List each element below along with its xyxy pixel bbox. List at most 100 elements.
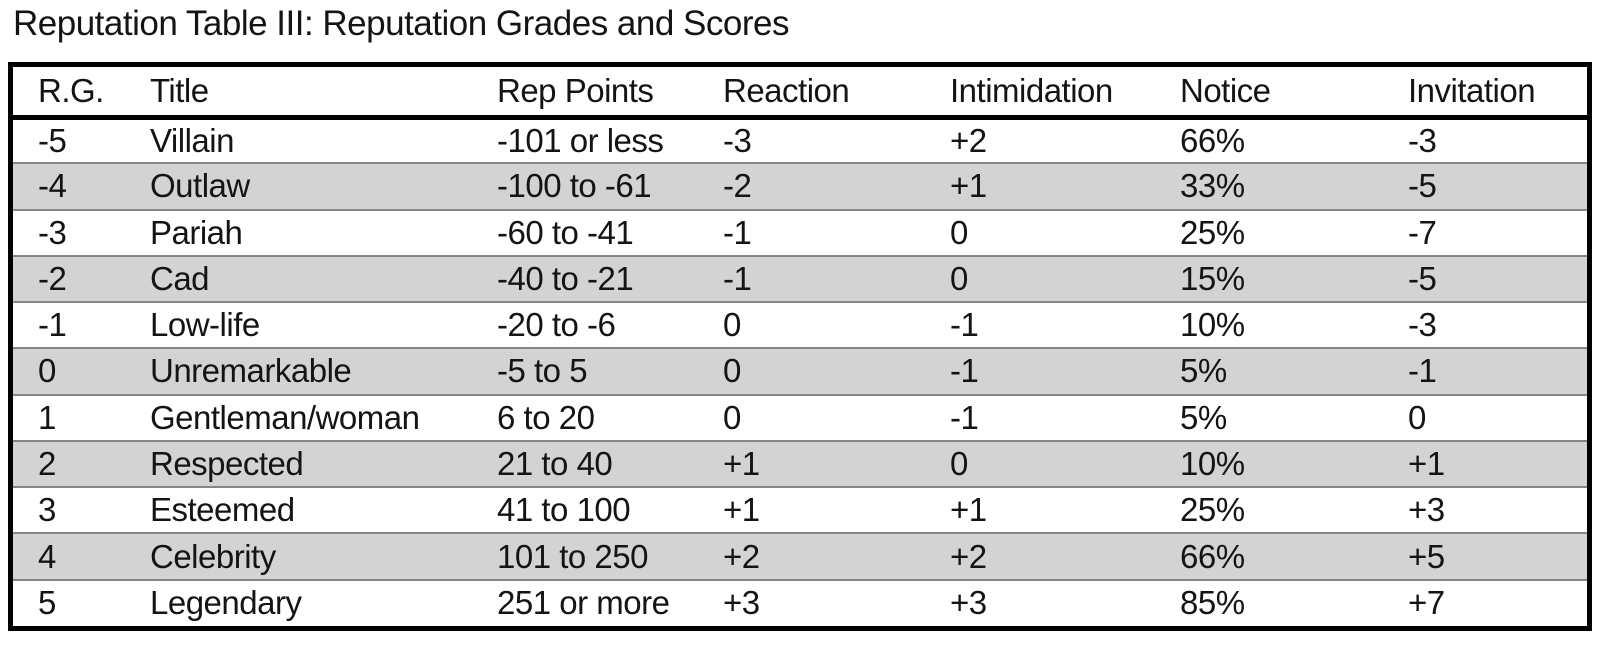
header-cell: Title [150, 67, 497, 120]
table-cell: +1 [950, 486, 1180, 534]
table-cell: 4 [13, 532, 150, 580]
table-row: -3 Pariah -60 to -41 -1 0 25% -7 [13, 208, 1587, 256]
header-cell: Invitation [1408, 67, 1587, 120]
table-cell: 21 to 40 [497, 439, 723, 488]
table-row: -5 Villain -101 or less -3 +2 66% -3 [13, 117, 1587, 163]
table-cell: Villain [150, 121, 234, 159]
table-cell: Respected [150, 439, 497, 488]
table-body: -5 Villain -101 or less -3 +2 66% -3 -4 Outlaw -1… [13, 117, 1587, 626]
table-cell: -3 [13, 208, 150, 256]
table-cell: -4 [13, 162, 150, 210]
table-row: 0 Unremarkable -5 to 5 0 -1 5% -1 [13, 347, 1587, 395]
table-cell: 0 [723, 347, 950, 395]
table-cell: +3 [1408, 486, 1587, 534]
table-cell: -1 [950, 393, 1180, 441]
table-cell: Celebrity [150, 532, 497, 580]
reputation-table: R.G. Title Rep Points Reaction Intimidation N… [13, 67, 1587, 626]
reputation-table-frame: R.G. Title Rep Points Reaction Intimidation N… [8, 62, 1592, 631]
table-cell: 66% [1180, 532, 1408, 580]
table-cell: -3 [1408, 301, 1587, 349]
table-cell: -1 [950, 301, 1180, 349]
table-cell: -5 [1408, 162, 1587, 210]
table-cell: 33% [1180, 162, 1408, 210]
table-cell: -5 [38, 121, 67, 159]
table-cell: 3 [13, 486, 150, 534]
table-cell: 2 [13, 439, 150, 488]
table-cell: +1 [723, 486, 950, 534]
table-row: -4 Outlaw -100 to -61 -2 +1 33% -5 [13, 162, 1587, 210]
table-cell: Low-life [150, 301, 497, 349]
header-row: R.G. Title Rep Points Reaction Intimidation N… [13, 67, 1587, 120]
table-cell: -60 to -41 [497, 208, 723, 256]
table-cell: 0 [950, 439, 1180, 488]
table-cell: 101 to 250 [497, 532, 723, 580]
table-cell: +3 [723, 578, 950, 626]
table-cell: 15% [1180, 254, 1408, 303]
table-cell: +2 [950, 532, 1180, 580]
table-cell: Outlaw [150, 162, 497, 210]
table-row: 2 Respected 21 to 40 +1 0 10% +1 [13, 439, 1587, 488]
table-cell: 0 [723, 393, 950, 441]
table-cell: -7 [1408, 208, 1587, 256]
table-cell: -40 to -21 [497, 254, 723, 303]
table-cell: 1 [13, 393, 150, 441]
header-cell: Intimidation [950, 67, 1180, 120]
table-cell: -1 [723, 254, 950, 303]
table-cell: -1 [723, 208, 950, 256]
table-cell: Gentleman/woman [150, 393, 497, 441]
table-cell: 0 [1408, 393, 1587, 441]
table-cell: 10% [1180, 439, 1408, 488]
table-cell: Pariah [150, 208, 497, 256]
table-cell: 0 [723, 301, 950, 349]
table-row: 1 Gentleman/woman 6 to 20 0 -1 5% 0 [13, 393, 1587, 441]
table-cell: 0 [13, 347, 150, 395]
table-cell: 5 [13, 578, 150, 626]
table-cell: -100 to -61 [497, 162, 723, 210]
table-cell: +2 [950, 121, 987, 159]
table-row: 3 Esteemed 41 to 100 +1 +1 25% +3 [13, 486, 1587, 534]
table-cell: -2 [13, 254, 150, 303]
table-cell: -1 [1408, 347, 1587, 395]
table-cell: -1 [13, 301, 150, 349]
header-cell: Rep Points [497, 67, 723, 120]
header-cell: R.G. [13, 67, 150, 120]
table-cell: +1 [1408, 439, 1587, 488]
table-cell: +1 [950, 162, 1180, 210]
header-cell: Reaction [723, 67, 950, 120]
table-cell: 41 to 100 [497, 486, 723, 534]
table-cell: 251 or more [497, 578, 723, 626]
table-cell: -2 [723, 162, 950, 210]
table-cell: -101 or less [497, 121, 664, 159]
table-cell: +1 [723, 439, 950, 488]
table-cell: 10% [1180, 301, 1408, 349]
page-title: Reputation Table III: Reputation Grades … [13, 4, 789, 43]
table-cell: Legendary [150, 578, 497, 626]
table-cell: 6 to 20 [497, 393, 723, 441]
table-cell: 66% [1180, 121, 1245, 159]
table-row: 4 Celebrity 101 to 250 +2 +2 66% +5 [13, 532, 1587, 580]
table-cell: -5 to 5 [497, 347, 723, 395]
table-cell: -3 [1408, 121, 1437, 159]
table-cell: 5% [1180, 393, 1408, 441]
table-cell: -1 [950, 347, 1180, 395]
table-cell: +5 [1408, 532, 1587, 580]
table-cell: +2 [723, 532, 950, 580]
table-row: -1 Low-life -20 to -6 0 -1 10% -3 [13, 301, 1587, 349]
table-cell: 25% [1180, 208, 1408, 256]
table-cell: -3 [723, 121, 752, 159]
table-cell: 85% [1180, 578, 1408, 626]
table-cell: 0 [950, 208, 1180, 256]
table-cell: Cad [150, 254, 497, 303]
table-cell: +7 [1408, 578, 1587, 626]
table-cell: +3 [950, 578, 1180, 626]
header-cell: Notice [1180, 67, 1408, 120]
table-cell: Esteemed [150, 486, 497, 534]
table-cell: 0 [950, 254, 1180, 303]
table-cell: 25% [1180, 486, 1408, 534]
table-cell: -5 [1408, 254, 1587, 303]
table-cell: 5% [1180, 347, 1408, 395]
table-row: -2 Cad -40 to -21 -1 0 15% -5 [13, 254, 1587, 303]
table-cell: Unremarkable [150, 347, 497, 395]
table-row: 5 Legendary 251 or more +3 +3 85% +7 [13, 578, 1587, 626]
table-cell: -20 to -6 [497, 301, 723, 349]
